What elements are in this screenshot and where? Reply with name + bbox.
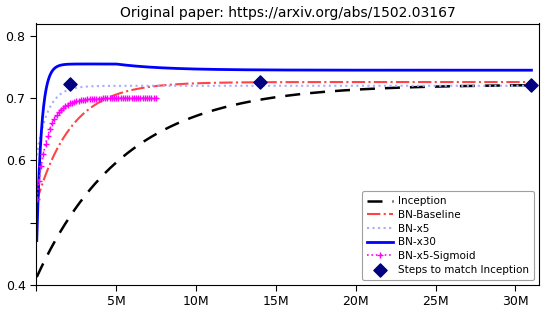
BN-x30 <box>245 68 251 72</box>
BN-x30 <box>528 68 535 72</box>
Inception <box>223 105 230 109</box>
BN-x30 <box>112 62 119 66</box>
BN-x30 <box>465 68 472 72</box>
Steps to match Inception <box>527 82 536 87</box>
Line: Inception: Inception <box>37 85 531 277</box>
BN-x5-Sigmoid <box>77 98 84 102</box>
Inception <box>528 83 535 87</box>
Inception <box>90 184 96 188</box>
Line: BN-Baseline: BN-Baseline <box>37 82 531 201</box>
BN-x5-Sigmoid <box>56 110 62 114</box>
Steps to match Inception <box>256 79 264 84</box>
BN-Baseline <box>518 80 525 84</box>
BN-Baseline <box>90 104 96 108</box>
Title: Original paper: https://arxiv.org/abs/1502.03167: Original paper: https://arxiv.org/abs/15… <box>120 6 456 19</box>
BN-x30 <box>519 68 525 72</box>
Line: BN-x5: BN-x5 <box>37 86 531 155</box>
BN-Baseline <box>33 199 40 203</box>
BN-x5-Sigmoid <box>47 127 53 131</box>
BN-x5-Sigmoid <box>62 104 69 108</box>
BN-x5 <box>519 84 525 88</box>
Line: BN-x5-Sigmoid: BN-x5-Sigmoid <box>33 95 159 202</box>
BN-x5 <box>119 84 126 88</box>
Legend: Inception, BN-Baseline, BN-x5, BN-x30, BN-x5-Sigmoid, Steps to match Inception: Inception, BN-Baseline, BN-x5, BN-x30, B… <box>361 191 534 280</box>
BN-x5 <box>528 84 535 88</box>
BN-x30 <box>33 239 40 242</box>
Inception <box>119 155 126 159</box>
Line: BN-x30: BN-x30 <box>37 64 531 241</box>
Inception <box>465 84 472 88</box>
BN-x30 <box>119 63 126 67</box>
BN-x30 <box>90 62 96 66</box>
BN-Baseline <box>245 80 251 84</box>
BN-x5-Sigmoid <box>150 96 157 100</box>
BN-x5 <box>427 84 433 88</box>
BN-x5-Sigmoid <box>140 96 146 100</box>
BN-x5 <box>245 84 251 88</box>
BN-x5 <box>90 84 96 88</box>
BN-Baseline <box>119 90 126 94</box>
BN-x30 <box>223 68 230 72</box>
Inception <box>518 84 525 87</box>
Inception <box>33 275 40 279</box>
Steps to match Inception <box>65 81 74 86</box>
Inception <box>245 100 251 104</box>
BN-Baseline <box>223 81 230 84</box>
BN-x5 <box>465 84 472 88</box>
BN-x5-Sigmoid <box>33 197 40 200</box>
BN-Baseline <box>528 80 535 84</box>
BN-x5 <box>223 84 230 88</box>
BN-Baseline <box>465 80 472 84</box>
BN-x5 <box>33 154 40 157</box>
BN-x5-Sigmoid <box>153 96 159 100</box>
